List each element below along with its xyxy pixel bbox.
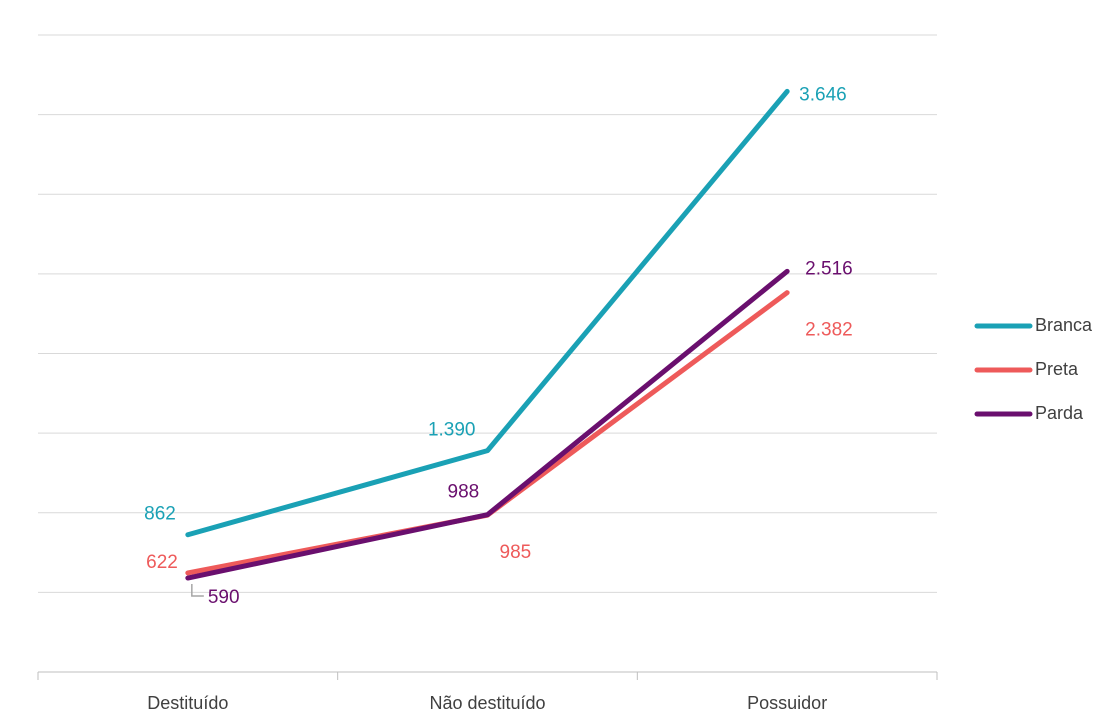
data-label: 3.646 xyxy=(799,84,847,105)
series-line-branca xyxy=(185,88,790,538)
legend-label: Parda xyxy=(1035,403,1084,423)
data-label: 985 xyxy=(500,542,532,563)
data-label: 1.390 xyxy=(428,420,476,441)
series-lines xyxy=(185,88,790,581)
legend-label: Branca xyxy=(1035,315,1093,335)
gridlines xyxy=(38,34,937,593)
x-axis: Destituído Não destituído Possuidor xyxy=(37,671,938,713)
legend: Branca Preta Parda xyxy=(974,315,1093,423)
data-label: 2.382 xyxy=(805,320,853,341)
leader-line xyxy=(191,584,204,597)
data-label: 862 xyxy=(144,504,176,525)
x-tick-label: Não destituído xyxy=(429,693,545,713)
data-label: 2.516 xyxy=(805,258,853,279)
x-tick-label: Possuidor xyxy=(747,693,827,713)
x-tick-label: Destituído xyxy=(147,693,228,713)
series-line-parda xyxy=(185,268,790,581)
legend-label: Preta xyxy=(1035,359,1079,379)
data-labels: 862 1.390 3.646 622 985 2.382 590 988 2.516 xyxy=(144,84,853,608)
data-label: 988 xyxy=(448,482,480,503)
data-label: 622 xyxy=(146,552,178,573)
data-label: 590 xyxy=(208,587,240,608)
